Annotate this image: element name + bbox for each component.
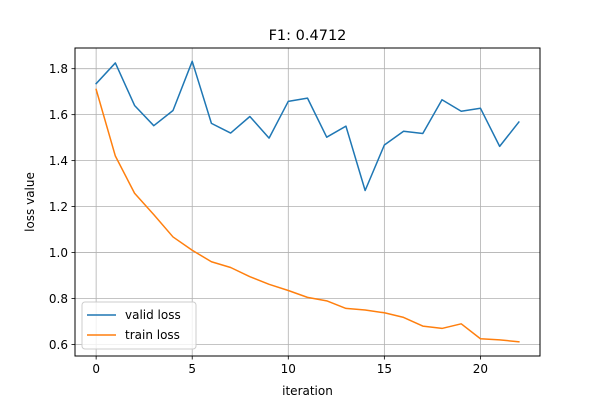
y-tick-label: 1.4 [49, 154, 68, 168]
legend: valid loss train loss [81, 301, 197, 350]
x-tick-label: 20 [473, 362, 488, 376]
y-tick-label: 1.0 [49, 246, 68, 260]
x-tick-label: 0 [92, 362, 100, 376]
legend-label-train-loss: train loss [125, 328, 180, 342]
x-tick-label: 10 [281, 362, 296, 376]
chart-title: F1: 0.4712 [269, 28, 347, 44]
x-axis-label: iteration [282, 384, 333, 398]
x-tick-label: 15 [377, 362, 392, 376]
series-line-valid-loss [95, 60, 520, 192]
y-tick-label: 1.2 [49, 200, 68, 214]
series-line-train-loss [95, 88, 520, 343]
x-tick-label: 5 [188, 362, 196, 376]
axis-ticks: 0 5 10 15 20 0.6 0.8 1.0 1.2 1.4 1.6 1.8 [49, 62, 488, 376]
y-tick-label: 1.6 [49, 108, 68, 122]
grid-lines [75, 48, 540, 356]
y-axis-label: loss value [23, 172, 37, 232]
series-lines [95, 60, 520, 343]
y-tick-label: 0.8 [49, 292, 68, 306]
legend-box [81, 301, 197, 350]
y-tick-label: 0.6 [49, 338, 68, 352]
plot-frame [74, 47, 541, 357]
legend-label-valid-loss: valid loss [125, 308, 181, 322]
y-tick-label: 1.8 [49, 62, 68, 76]
